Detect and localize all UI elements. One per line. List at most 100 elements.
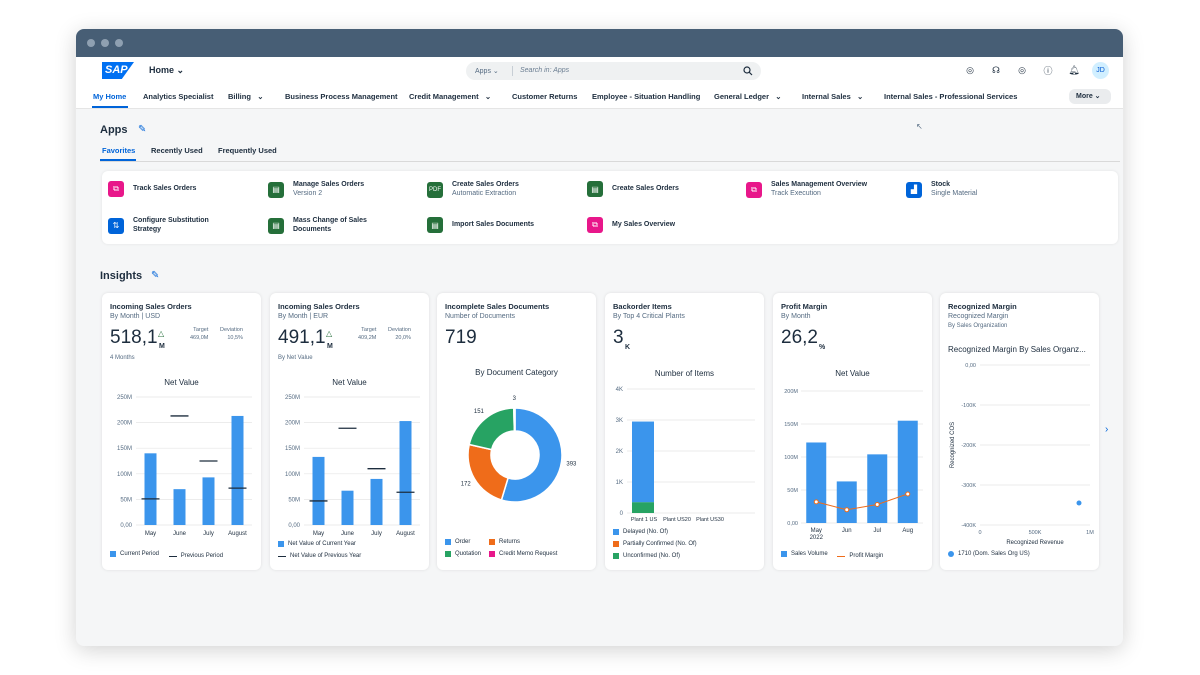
y-tick-label: 0 <box>620 511 624 517</box>
app-title: Import Sales Documents <box>452 220 535 228</box>
card-title: Backorder Items <box>613 302 672 311</box>
profit-margin-line <box>816 493 908 511</box>
more-button[interactable]: More ⌄ <box>1069 89 1111 104</box>
nav-internal-sales-label: Internal Sales <box>802 92 851 101</box>
nav-general-ledger-label: General Ledger <box>714 92 770 101</box>
bar <box>806 442 827 523</box>
bell-icon[interactable]: 🔔︎ <box>1068 65 1080 75</box>
y-tick-label: 0,00 <box>288 523 300 529</box>
card-title: Profit Margin <box>781 302 828 311</box>
window-dot-icon[interactable] <box>101 39 109 47</box>
chevron-down-icon: ⌄ <box>257 92 264 101</box>
nav-employee-situation-handling[interactable]: Employee - Situation Handling <box>592 92 701 101</box>
kpi-value: 518,1 <box>110 327 158 348</box>
track-icon: ⧉ <box>108 181 124 197</box>
insight-card-incoming-sales-orders-eur[interactable]: Incoming Sales Orders By Month | EUR 491… <box>270 293 429 570</box>
home-menu-button[interactable]: Home ⌄ <box>149 65 184 76</box>
nav-my-home[interactable]: My Home <box>93 92 127 101</box>
insight-card-incomplete-sales-documents[interactable]: Incomplete Sales Documents Number of Doc… <box>437 293 596 570</box>
x-tick-label: 1M <box>1086 530 1094 536</box>
y-tick-label: 200M <box>784 389 798 395</box>
x-tick-label: Plant US30 <box>696 517 724 523</box>
sap-logo[interactable]: SAP <box>102 62 134 79</box>
nav-internal-sales[interactable]: Internal Sales ⌄ <box>802 92 863 101</box>
y-tick-label: 100M <box>285 472 300 478</box>
edit-insights-icon[interactable]: ✎ <box>151 270 160 281</box>
backorder-items-chart: 0 1K 2K 3K 4K Plant 1 US Plant US20 Plant US30 <box>616 387 755 523</box>
search-field[interactable]: Apps ⌄ Search in: Apps <box>466 62 761 80</box>
card-subtitle: By Top 4 Critical Plants <box>613 313 685 320</box>
insight-card-profit-margin[interactable]: Profit Margin By Month 26,2 % Net Value … <box>773 293 932 570</box>
app-title: Stock <box>931 181 951 188</box>
nav-customer-returns[interactable]: Customer Returns <box>512 92 578 101</box>
y-tick-label: 150M <box>117 446 132 452</box>
app-tile-import-sales-documents[interactable]: ▤ Import Sales Documents <box>427 217 534 233</box>
tab-favorites[interactable]: Favorites <box>102 146 136 155</box>
nav-billing[interactable]: Billing ⌄ <box>228 92 263 101</box>
tab-frequently-used[interactable]: Frequently Used <box>218 146 277 155</box>
joule-icon[interactable]: ◎ <box>966 65 974 75</box>
window-dot-icon[interactable] <box>115 39 123 47</box>
pdf-icon: PDF <box>427 181 443 198</box>
app-tile-configure-substitution-strategy[interactable]: ⇅ Configure Substitution Strategy <box>108 217 223 234</box>
shell-actions: ◎ ☊ ◎ ⓘ 🔔︎ JD <box>962 62 1109 79</box>
nav-business-process-management[interactable]: Business Process Management <box>285 92 398 101</box>
insight-card-recognized-margin[interactable]: Recognized Margin Recognized Margin By S… <box>940 293 1099 570</box>
app-tile-create-sales-orders[interactable]: ▤ Create Sales Orders <box>587 181 679 197</box>
chevron-down-icon: ⌄ <box>484 92 492 101</box>
app-tile-create-sales-orders-extraction[interactable]: PDF Create Sales Orders Automatic Extract… <box>427 181 519 198</box>
nav-general-ledger[interactable]: General Ledger ⌄ <box>714 92 782 101</box>
favorite-apps-panel: ⧉ Track Sales Orders ▤ Manage Sales Orde… <box>102 171 1118 244</box>
copilot-icon[interactable]: ◎ <box>1018 65 1026 75</box>
headset-icon[interactable]: ☊ <box>992 65 1000 75</box>
window-dot-icon[interactable] <box>87 39 95 47</box>
legend-line <box>168 555 177 557</box>
mass-change-icon: ▤ <box>268 217 284 234</box>
app-tile-track-sales-orders[interactable]: ⧉ Track Sales Orders <box>108 181 196 197</box>
slice-value-label: 151 <box>474 409 485 415</box>
chart-legend: Delayed (No. Of) Partially Confirmed (No… <box>613 527 705 563</box>
y-tick-label: 0,00 <box>120 523 132 529</box>
insight-card-backorder-items[interactable]: Backorder Items By Top 4 Critical Plants… <box>605 293 764 570</box>
tab-recently-used[interactable]: Recently Used <box>151 146 203 155</box>
search-input[interactable]: Search in: Apps <box>520 67 570 74</box>
insight-card-incoming-sales-orders-usd[interactable]: Incoming Sales Orders By Month | USD 518… <box>102 293 261 570</box>
search-scope-select[interactable]: Apps ⌄ <box>475 68 499 75</box>
nav-internal-sales-professional-services[interactable]: Internal Sales - Professional Services <box>884 92 1018 101</box>
donut-slice <box>512 407 516 432</box>
app-tile-manage-sales-orders[interactable]: ▤ Manage Sales Orders Version 2 <box>268 181 364 198</box>
x-tick-label: Jul <box>873 528 881 534</box>
chevron-right-icon[interactable]: › <box>1105 424 1109 435</box>
edit-apps-icon[interactable]: ✎ <box>138 124 147 135</box>
chart-legend: Order Returns Quotation Credit Memo Reques… <box>445 537 565 561</box>
overview-icon: ⧉ <box>746 181 762 198</box>
help-icon[interactable]: ⓘ <box>1043 66 1053 76</box>
app-tile-my-sales-overview[interactable]: ⧉ My Sales Overview <box>587 217 675 233</box>
insights-section-title: Insights <box>100 270 143 282</box>
legend-swatch <box>489 539 495 545</box>
bar <box>312 456 325 525</box>
x-tick-label: Aug <box>902 528 913 534</box>
nav-analytics-specialist[interactable]: Analytics Specialist <box>143 92 214 101</box>
x-tick-label: Plant 1 US <box>631 517 658 523</box>
title-bar <box>76 29 1123 57</box>
search-scope-label: Apps <box>475 68 491 75</box>
stacked-bar-segment <box>632 421 654 503</box>
search-icon[interactable] <box>743 66 753 78</box>
legend-line <box>837 555 846 557</box>
app-tile-mass-change-sales-documents[interactable]: ▤ Mass Change of Sales Documents <box>268 217 379 234</box>
tab-divider <box>100 161 1120 162</box>
x-tick-label: May <box>145 531 156 537</box>
avatar[interactable]: JD <box>1092 62 1109 79</box>
target-block: Target 469,0M <box>190 327 208 342</box>
app-subtitle: Single Material <box>931 189 978 197</box>
app-tile-stock[interactable]: ▟ Stock Single Material <box>906 181 977 198</box>
target-label: Target <box>361 327 377 333</box>
app-tile-sales-management-overview[interactable]: ⧉ Sales Management Overview Track Executi… <box>746 181 867 198</box>
x-tick-label: August <box>396 531 415 537</box>
card-subtitle: By Month | USD <box>110 313 161 320</box>
nav-credit-management[interactable]: Credit Management ⌄ <box>409 92 491 101</box>
x-tick-label: May <box>313 531 324 537</box>
apps-section-title: Apps <box>100 124 128 136</box>
